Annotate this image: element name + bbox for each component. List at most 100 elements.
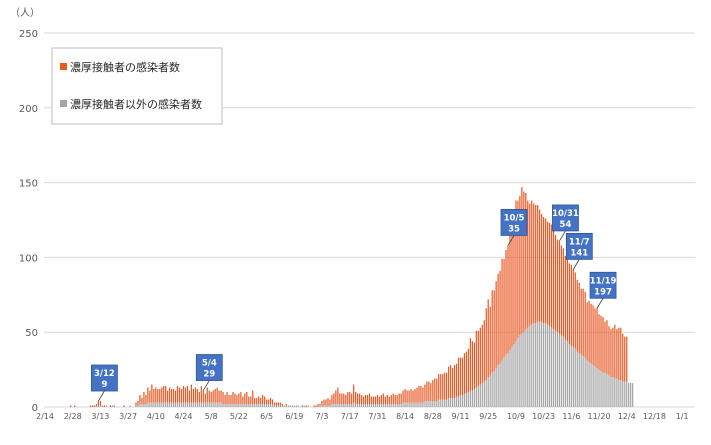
bar-other bbox=[535, 323, 537, 407]
bar-other bbox=[382, 404, 384, 407]
callout-date: 11/19 bbox=[590, 276, 617, 286]
bar-other bbox=[618, 380, 620, 407]
bar-close-contact bbox=[394, 395, 396, 405]
bar-other bbox=[586, 360, 588, 407]
bar-other bbox=[202, 402, 204, 407]
bar-other bbox=[412, 402, 414, 407]
bar-close-contact bbox=[596, 308, 598, 369]
bar-close-contact bbox=[335, 390, 337, 405]
bar-other bbox=[396, 404, 398, 407]
bar-other bbox=[422, 402, 424, 407]
unit-label: （人） bbox=[10, 7, 40, 19]
bar-close-contact bbox=[499, 270, 501, 364]
bar-close-contact bbox=[159, 389, 161, 403]
bar-close-contact bbox=[246, 392, 248, 405]
bar-other bbox=[362, 404, 365, 407]
bar-other bbox=[548, 326, 551, 407]
bar-close-contact bbox=[95, 404, 98, 406]
bar-other bbox=[184, 402, 187, 407]
bar-close-contact bbox=[161, 387, 163, 403]
bar-other bbox=[171, 402, 173, 407]
bar-other bbox=[226, 404, 228, 407]
bar-other bbox=[267, 404, 270, 407]
bar-other bbox=[541, 321, 543, 407]
bar-other bbox=[95, 405, 98, 407]
bar-other bbox=[151, 402, 153, 407]
bar-close-contact bbox=[315, 405, 317, 407]
bar-close-contact bbox=[176, 386, 179, 403]
bar-other bbox=[574, 348, 576, 407]
bar-close-contact bbox=[169, 387, 171, 403]
legend-swatch-other bbox=[60, 100, 67, 107]
bar-other bbox=[101, 405, 103, 407]
bar-other bbox=[424, 401, 426, 407]
bar-close-contact bbox=[273, 402, 276, 406]
bar-close-contact bbox=[580, 288, 582, 355]
bar-close-contact bbox=[376, 395, 379, 405]
bar-close-contact bbox=[626, 336, 628, 382]
bar-close-contact bbox=[250, 396, 252, 405]
bar-other bbox=[612, 377, 614, 407]
bar-other bbox=[190, 402, 193, 407]
bar-close-contact bbox=[70, 405, 72, 407]
bar-close-contact bbox=[341, 393, 343, 405]
bar-close-contact bbox=[109, 405, 111, 407]
bar-close-contact bbox=[487, 299, 489, 378]
bar-other bbox=[165, 402, 167, 407]
bar-close-contact bbox=[404, 389, 406, 403]
bar-other bbox=[349, 404, 351, 407]
bar-other bbox=[404, 402, 406, 407]
bar-close-contact bbox=[362, 396, 365, 405]
bar-close-contact bbox=[265, 399, 268, 405]
bar-other bbox=[598, 369, 600, 407]
bar-close-contact bbox=[592, 305, 594, 366]
bar-close-contact bbox=[400, 393, 402, 405]
bar-other bbox=[285, 405, 288, 407]
bar-close-contact bbox=[234, 393, 236, 405]
bar-close-contact bbox=[137, 401, 139, 406]
bar-close-contact bbox=[339, 393, 341, 405]
bar-other bbox=[331, 404, 333, 407]
x-tick-label: 11/20 bbox=[588, 412, 611, 421]
bar-other bbox=[271, 404, 274, 407]
bar-close-contact bbox=[616, 329, 618, 379]
bar-close-contact bbox=[568, 263, 570, 345]
bar-close-contact bbox=[325, 399, 327, 406]
bar-other bbox=[533, 323, 535, 407]
bar-other bbox=[537, 321, 539, 407]
bar-other bbox=[580, 354, 582, 407]
bar-other bbox=[414, 402, 416, 407]
bar-other bbox=[558, 333, 561, 407]
bar-other bbox=[198, 402, 200, 407]
bar-other bbox=[234, 404, 236, 407]
bar-close-contact bbox=[562, 248, 565, 337]
bar-other bbox=[351, 404, 353, 407]
x-tick-label: 3/13 bbox=[91, 412, 109, 421]
bar-other bbox=[614, 378, 616, 407]
bar-other bbox=[303, 405, 305, 407]
bar-other bbox=[446, 399, 448, 407]
bar-close-contact bbox=[422, 387, 424, 403]
bar-other bbox=[218, 402, 220, 407]
bar-close-contact bbox=[353, 384, 355, 403]
bar-close-contact bbox=[143, 392, 145, 405]
bar-close-contact bbox=[345, 395, 347, 405]
x-axis-ticks: 2/14 2/28 3/13 3/27 4/10 4/24 5/8 5/22 6/5 6/19 7/… bbox=[36, 412, 689, 421]
callout-box bbox=[552, 204, 579, 232]
bar-other bbox=[485, 380, 487, 407]
x-tick-label: 2/28 bbox=[64, 412, 82, 421]
bar-other bbox=[392, 404, 394, 407]
bar-close-contact bbox=[165, 386, 167, 403]
bar-other bbox=[141, 404, 143, 407]
bar-other bbox=[560, 335, 563, 407]
bar-close-contact bbox=[240, 392, 242, 405]
bar-other bbox=[606, 374, 608, 407]
bar-other bbox=[590, 363, 592, 407]
callout-leader bbox=[596, 298, 604, 309]
bar-other bbox=[556, 332, 559, 407]
bar-close-contact bbox=[570, 264, 572, 346]
x-tick-label: 1/1 bbox=[676, 412, 689, 421]
bar-close-contact bbox=[392, 393, 394, 405]
bar-other bbox=[345, 404, 347, 407]
bar-close-contact bbox=[277, 402, 280, 406]
